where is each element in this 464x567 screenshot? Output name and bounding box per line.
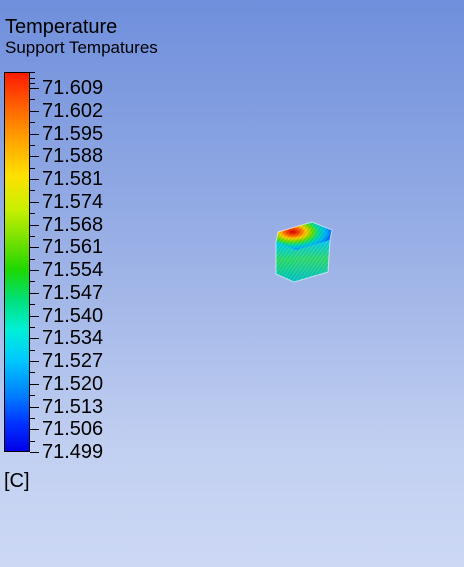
color-bar-label: 71.527: [42, 350, 104, 372]
color-bar-label: 71.588: [42, 145, 104, 168]
color-bar-tick: [30, 281, 35, 282]
color-bar-label: 71.506: [42, 418, 104, 441]
color-bar-label: 71.609: [42, 77, 104, 99]
color-bar-tick: [30, 168, 35, 169]
color-bar-tick: [30, 407, 39, 408]
color-bar-tick: [30, 134, 39, 135]
contour-body-icon[interactable]: [272, 218, 334, 286]
color-bar-tick: [30, 213, 35, 214]
legend-unit: [C]: [4, 470, 30, 492]
color-bar-tick: [30, 111, 39, 112]
color-bar-tick: [30, 247, 39, 248]
legend-title: Temperature: [5, 16, 118, 38]
color-bar-tick: [30, 395, 35, 396]
color-bar-tick: [30, 259, 35, 260]
color-bar-label: 71.499: [42, 441, 104, 463]
color-bar-label: 71.595: [42, 122, 104, 145]
color-bar-label: 71.574: [42, 190, 104, 213]
color-bar-label: 71.547: [42, 281, 104, 304]
color-bar-tick: [30, 88, 39, 89]
color-bar-label: 71.513: [42, 395, 104, 418]
color-bar-tick: [30, 350, 35, 351]
color-bar-label: 71.554: [42, 259, 104, 281]
color-bar-ticks: [30, 72, 40, 453]
color-bar-tick: [30, 202, 39, 203]
color-bar-tick: [30, 338, 39, 339]
color-bar-tick: [30, 122, 35, 123]
color-bar-tick: [30, 83, 35, 84]
color-bar-tick: [30, 441, 35, 442]
color-bar-tick: [30, 361, 39, 362]
color-bar-label: 71.520: [42, 372, 104, 395]
color-bar-tick: [30, 452, 39, 453]
color-bar-tick: [30, 99, 35, 100]
color-bar-tick: [30, 316, 39, 317]
color-bar-tick: [30, 145, 35, 146]
color-bar-tick: [30, 225, 39, 226]
color-bar-tick: [30, 429, 39, 430]
color-bar-label: 71.602: [42, 99, 104, 122]
color-bar-tick: [30, 384, 39, 385]
color-bar-tick: [30, 72, 35, 73]
color-bar-label: 71.540: [42, 304, 104, 327]
color-bar-tick: [30, 304, 35, 305]
color-bar-tick: [30, 156, 39, 157]
color-bar-tick: [30, 78, 35, 79]
color-bar-tick: [30, 179, 39, 180]
color-bar-tick: [30, 372, 35, 373]
color-bar-tick: [30, 418, 35, 419]
color-bar-label: 71.568: [42, 213, 104, 236]
color-bar-label: 71.534: [42, 327, 104, 350]
color-bar: [4, 72, 30, 452]
color-bar-tick: [30, 270, 39, 271]
color-bar-label: 71.581: [42, 168, 104, 190]
color-bar-tick: [30, 293, 39, 294]
color-bar-tick: [30, 327, 35, 328]
color-bar-tick: [30, 190, 35, 191]
color-bar-labels: 71.609 71.602 71.595 71.588 71.581 71.574 71.5…: [42, 72, 132, 463]
color-bar-tick: [30, 236, 35, 237]
color-bar-label: 71.561: [42, 236, 104, 259]
legend-subtitle: Support Tempatures: [5, 38, 158, 57]
